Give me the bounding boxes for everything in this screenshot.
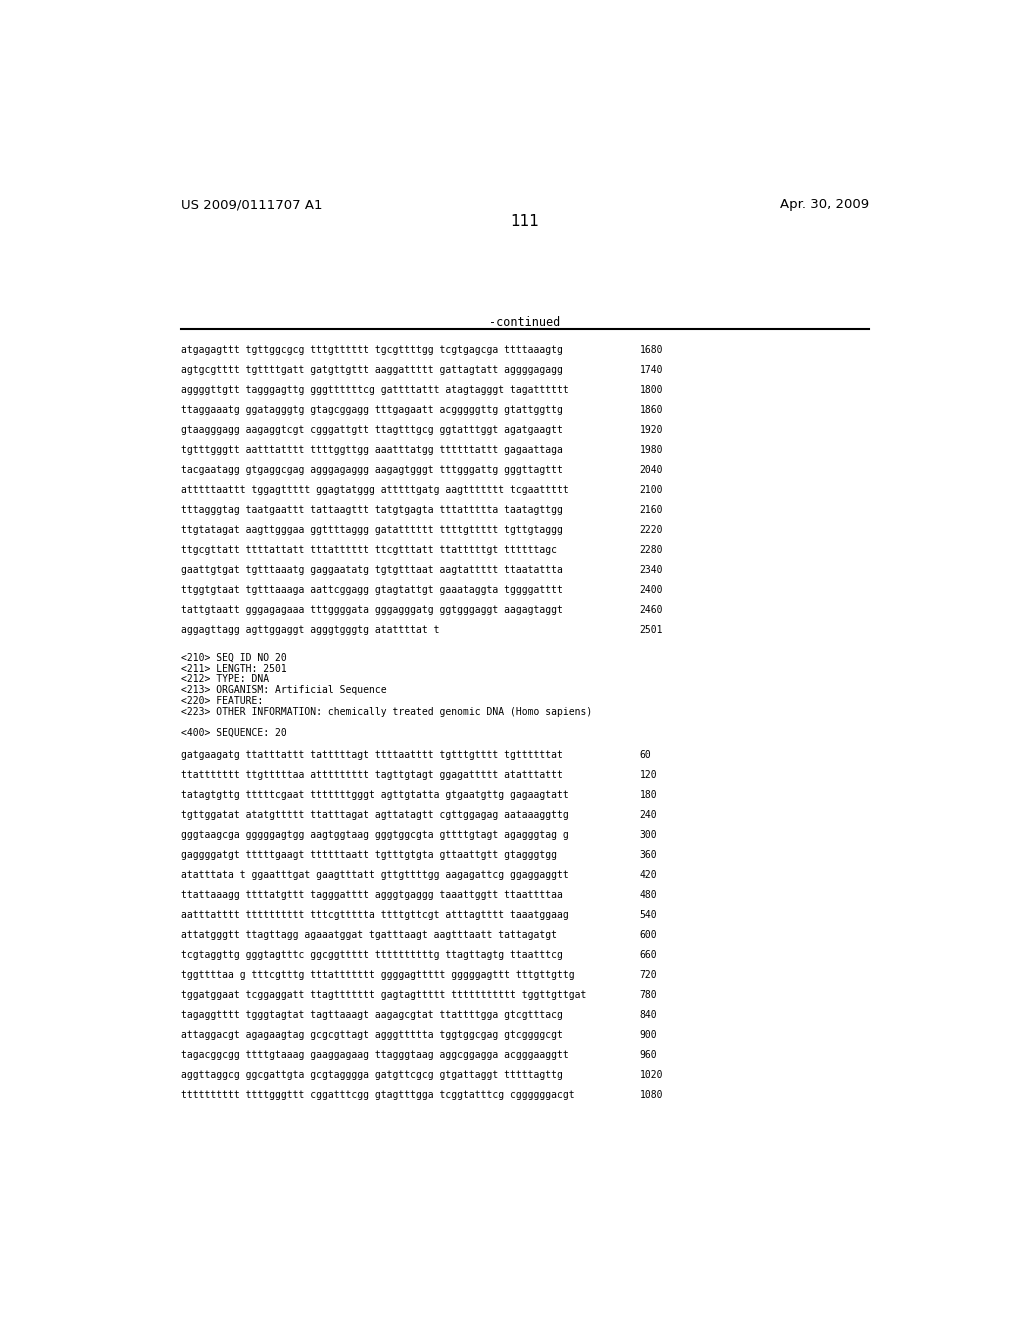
- Text: 780: 780: [640, 990, 657, 1001]
- Text: 240: 240: [640, 810, 657, 820]
- Text: <212> TYPE: DNA: <212> TYPE: DNA: [180, 675, 269, 684]
- Text: gatgaagatg ttatttattt tatttttagt ttttaatttt tgtttgtttt tgttttttat: gatgaagatg ttatttattt tatttttagt ttttaat…: [180, 750, 562, 760]
- Text: atttttaattt tggagttttt ggagtatggg atttttgatg aagttttttt tcgaattttt: atttttaattt tggagttttt ggagtatggg attttt…: [180, 484, 568, 495]
- Text: 2040: 2040: [640, 465, 663, 475]
- Text: 540: 540: [640, 909, 657, 920]
- Text: tggttttaa g tttcgtttg tttattttttt ggggagttttt gggggagttt tttgttgttg: tggttttaa g tttcgtttg tttattttttt ggggag…: [180, 970, 574, 979]
- Text: tttttttttt ttttgggttt cggatttcgg gtagtttgga tcggtatttcg cggggggacgt: tttttttttt ttttgggttt cggatttcgg gtagttt…: [180, 1090, 574, 1100]
- Text: 180: 180: [640, 789, 657, 800]
- Text: tgtttgggtt aatttatttt ttttggttgg aaatttatgg ttttttattt gagaattaga: tgtttgggtt aatttatttt ttttggttgg aaattta…: [180, 445, 562, 455]
- Text: <210> SEQ ID NO 20: <210> SEQ ID NO 20: [180, 653, 287, 663]
- Text: 480: 480: [640, 890, 657, 900]
- Text: 420: 420: [640, 870, 657, 880]
- Text: tagacggcgg ttttgtaaag gaaggagaag ttagggtaag aggcggagga acgggaaggtt: tagacggcgg ttttgtaaag gaaggagaag ttagggt…: [180, 1051, 568, 1060]
- Text: 360: 360: [640, 850, 657, 859]
- Text: ttgcgttatt ttttattatt tttatttttt ttcgtttatt ttatttttgt ttttttagc: ttgcgttatt ttttattatt tttatttttt ttcgttt…: [180, 545, 557, 554]
- Text: 2460: 2460: [640, 605, 663, 615]
- Text: 660: 660: [640, 950, 657, 960]
- Text: 600: 600: [640, 929, 657, 940]
- Text: aggagttagg agttggaggt agggtgggtg atattttat t: aggagttagg agttggaggt agggtgggtg atatttt…: [180, 626, 439, 635]
- Text: <400> SEQUENCE: 20: <400> SEQUENCE: 20: [180, 729, 287, 738]
- Text: tacgaatagg gtgaggcgag agggagaggg aagagtgggt tttgggattg gggttagttt: tacgaatagg gtgaggcgag agggagaggg aagagtg…: [180, 465, 562, 475]
- Text: <220> FEATURE:: <220> FEATURE:: [180, 696, 263, 706]
- Text: tttagggtag taatgaattt tattaagttt tatgtgagta tttattttta taatagttgg: tttagggtag taatgaattt tattaagttt tatgtga…: [180, 506, 562, 515]
- Text: 120: 120: [640, 770, 657, 780]
- Text: ttggtgtaat tgtttaaaga aattcggagg gtagtattgt gaaataggta tggggatttt: ttggtgtaat tgtttaaaga aattcggagg gtagtat…: [180, 585, 562, 595]
- Text: gtaagggagg aagaggtcgt cgggattgtt ttagtttgcg ggtatttggt agatgaagtt: gtaagggagg aagaggtcgt cgggattgtt ttagttt…: [180, 425, 562, 434]
- Text: ttattttttt ttgtttttaa attttttttt tagttgtagt ggagattttt atatttattt: ttattttttt ttgtttttaa attttttttt tagttgt…: [180, 770, 562, 780]
- Text: 840: 840: [640, 1010, 657, 1020]
- Text: aggggttgtt tagggagttg gggttttttcg gattttattt atagtagggt tagatttttt: aggggttgtt tagggagttg gggttttttcg gatttt…: [180, 385, 568, 395]
- Text: 2100: 2100: [640, 484, 663, 495]
- Text: 2220: 2220: [640, 525, 663, 535]
- Text: 111: 111: [510, 214, 540, 228]
- Text: 1740: 1740: [640, 364, 663, 375]
- Text: 2400: 2400: [640, 585, 663, 595]
- Text: 2280: 2280: [640, 545, 663, 554]
- Text: 900: 900: [640, 1030, 657, 1040]
- Text: tcgtaggttg gggtagtttc ggcggttttt ttttttttttg ttagttagtg ttaatttcg: tcgtaggttg gggtagtttc ggcggttttt ttttttt…: [180, 950, 562, 960]
- Text: 60: 60: [640, 750, 651, 760]
- Text: <211> LENGTH: 2501: <211> LENGTH: 2501: [180, 664, 287, 673]
- Text: -continued: -continued: [489, 317, 560, 329]
- Text: ttattaaagg ttttatgttt tagggatttt agggtgaggg taaattggtt ttaattttaa: ttattaaagg ttttatgttt tagggatttt agggtga…: [180, 890, 562, 900]
- Text: tatagtgttg tttttcgaat tttttttgggt agttgtatta gtgaatgttg gagaagtatt: tatagtgttg tttttcgaat tttttttgggt agttgt…: [180, 789, 568, 800]
- Text: gaattgtgat tgtttaaatg gaggaatatg tgtgtttaat aagtattttt ttaatattta: gaattgtgat tgtttaaatg gaggaatatg tgtgttt…: [180, 565, 562, 576]
- Text: 2501: 2501: [640, 626, 663, 635]
- Text: <213> ORGANISM: Artificial Sequence: <213> ORGANISM: Artificial Sequence: [180, 685, 386, 696]
- Text: 2160: 2160: [640, 506, 663, 515]
- Text: 1020: 1020: [640, 1071, 663, 1080]
- Text: 1080: 1080: [640, 1090, 663, 1100]
- Text: 1800: 1800: [640, 385, 663, 395]
- Text: 300: 300: [640, 830, 657, 840]
- Text: atatttata t ggaatttgat gaagtttatt gttgttttgg aagagattcg ggaggaggtt: atatttata t ggaatttgat gaagtttatt gttgtt…: [180, 870, 568, 880]
- Text: 2340: 2340: [640, 565, 663, 576]
- Text: tagaggtttt tgggtagtat tagttaaagt aagagcgtat ttattttgga gtcgtttacg: tagaggtttt tgggtagtat tagttaaagt aagagcg…: [180, 1010, 562, 1020]
- Text: atgagagttt tgttggcgcg tttgtttttt tgcgttttgg tcgtgagcga ttttaaagtg: atgagagttt tgttggcgcg tttgtttttt tgcgttt…: [180, 345, 562, 355]
- Text: ttaggaaatg ggatagggtg gtagcggagg tttgagaatt acgggggttg gtattggttg: ttaggaaatg ggatagggtg gtagcggagg tttgaga…: [180, 405, 562, 414]
- Text: <223> OTHER INFORMATION: chemically treated genomic DNA (Homo sapiens): <223> OTHER INFORMATION: chemically trea…: [180, 706, 592, 717]
- Text: gaggggatgt tttttgaagt ttttttaatt tgtttgtgta gttaattgtt gtagggtgg: gaggggatgt tttttgaagt ttttttaatt tgtttgt…: [180, 850, 557, 859]
- Text: tggatggaat tcggaggatt ttagttttttt gagtagttttt ttttttttttt tggttgttgat: tggatggaat tcggaggatt ttagttttttt gagtag…: [180, 990, 586, 1001]
- Text: US 2009/0111707 A1: US 2009/0111707 A1: [180, 198, 323, 211]
- Text: tattgtaatt gggagagaaa tttggggata gggagggatg ggtgggaggt aagagtaggt: tattgtaatt gggagagaaa tttggggata gggaggg…: [180, 605, 562, 615]
- Text: aatttatttt tttttttttt tttcgttttta ttttgttcgt atttagtttt taaatggaag: aatttatttt tttttttttt tttcgttttta ttttgt…: [180, 909, 568, 920]
- Text: gggtaagcga gggggagtgg aagtggtaag gggtggcgta gttttgtagt agagggtag g: gggtaagcga gggggagtgg aagtggtaag gggtggc…: [180, 830, 568, 840]
- Text: attaggacgt agagaagtag gcgcgttagt agggttttta tggtggcgag gtcggggcgt: attaggacgt agagaagtag gcgcgttagt agggttt…: [180, 1030, 562, 1040]
- Text: 960: 960: [640, 1051, 657, 1060]
- Text: attatgggtt ttagttagg agaaatggat tgatttaagt aagtttaatt tattagatgt: attatgggtt ttagttagg agaaatggat tgatttaa…: [180, 929, 557, 940]
- Text: 1860: 1860: [640, 405, 663, 414]
- Text: aggttaggcg ggcgattgta gcgtagggga gatgttcgcg gtgattaggt tttttagttg: aggttaggcg ggcgattgta gcgtagggga gatgttc…: [180, 1071, 562, 1080]
- Text: 1920: 1920: [640, 425, 663, 434]
- Text: Apr. 30, 2009: Apr. 30, 2009: [779, 198, 869, 211]
- Text: ttgtatagat aagttgggaa ggttttaggg gatatttttt ttttgttttt tgttgtaggg: ttgtatagat aagttgggaa ggttttaggg gatattt…: [180, 525, 562, 535]
- Text: agtgcgtttt tgttttgatt gatgttgttt aaggattttt gattagtatt aggggagagg: agtgcgtttt tgttttgatt gatgttgttt aaggatt…: [180, 364, 562, 375]
- Text: 720: 720: [640, 970, 657, 979]
- Text: tgttggatat atatgttttt ttatttagat agttatagtt cgttggagag aataaaggttg: tgttggatat atatgttttt ttatttagat agttata…: [180, 810, 568, 820]
- Text: 1980: 1980: [640, 445, 663, 455]
- Text: 1680: 1680: [640, 345, 663, 355]
